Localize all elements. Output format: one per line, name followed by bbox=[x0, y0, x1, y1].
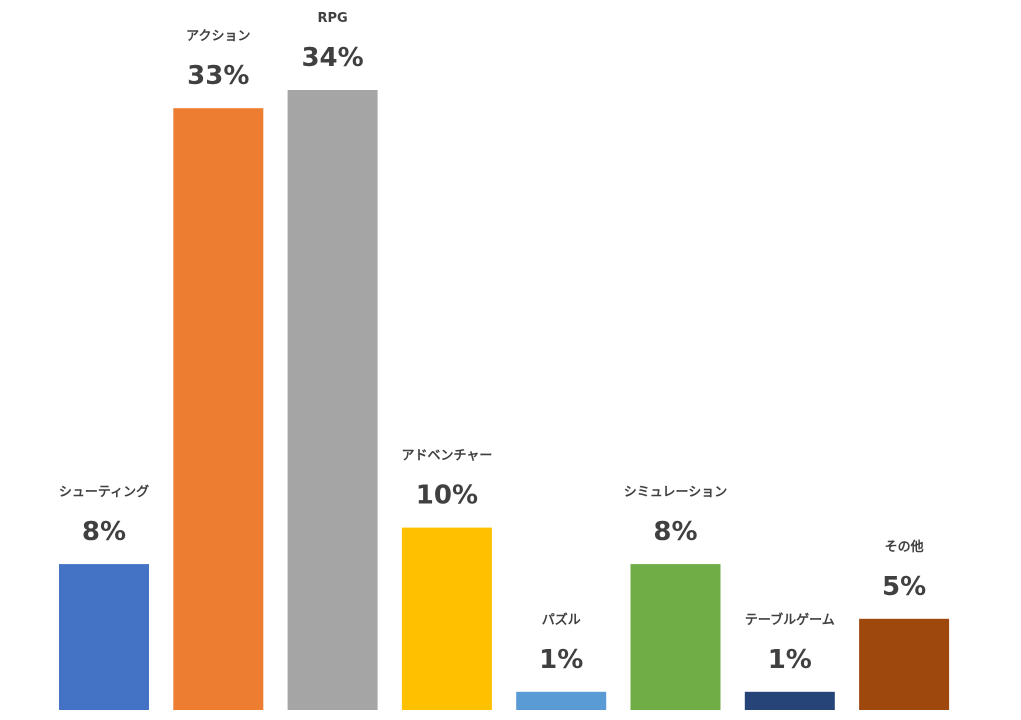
bar-3 bbox=[401, 527, 492, 710]
bar-1 bbox=[173, 108, 264, 710]
value-label-0: 8% bbox=[82, 517, 126, 547]
value-label-6: 1% bbox=[768, 645, 812, 675]
bar-0 bbox=[59, 564, 149, 710]
bar-4 bbox=[516, 691, 607, 710]
category-label-4: パズル bbox=[542, 612, 581, 628]
bar-2 bbox=[287, 90, 378, 710]
category-label-3: アドベンチャー bbox=[401, 449, 492, 464]
value-label-5: 8% bbox=[653, 517, 697, 547]
value-label-1: 33% bbox=[187, 61, 249, 91]
value-label-2: 34% bbox=[301, 43, 363, 73]
bar-5 bbox=[630, 564, 721, 710]
value-label-7: 5% bbox=[882, 572, 926, 602]
category-label-6: テーブルゲーム bbox=[745, 612, 835, 628]
category-label-2: RPG bbox=[317, 11, 347, 26]
value-label-3: 10% bbox=[416, 481, 478, 511]
category-label-5: シミュレーション bbox=[624, 485, 727, 500]
labels-group: 8% シューティング 33% アクション 34% RPG 10% アドベンチャー 1% パズル 8%… bbox=[59, 11, 926, 675]
bar-7 bbox=[859, 618, 950, 710]
category-label-7: その他 bbox=[885, 539, 924, 555]
bars-group bbox=[59, 90, 950, 710]
category-label-1: アクション bbox=[186, 29, 250, 44]
bar-6 bbox=[744, 691, 835, 710]
value-label-4: 1% bbox=[539, 645, 583, 675]
category-label-0: シューティング bbox=[59, 484, 149, 500]
